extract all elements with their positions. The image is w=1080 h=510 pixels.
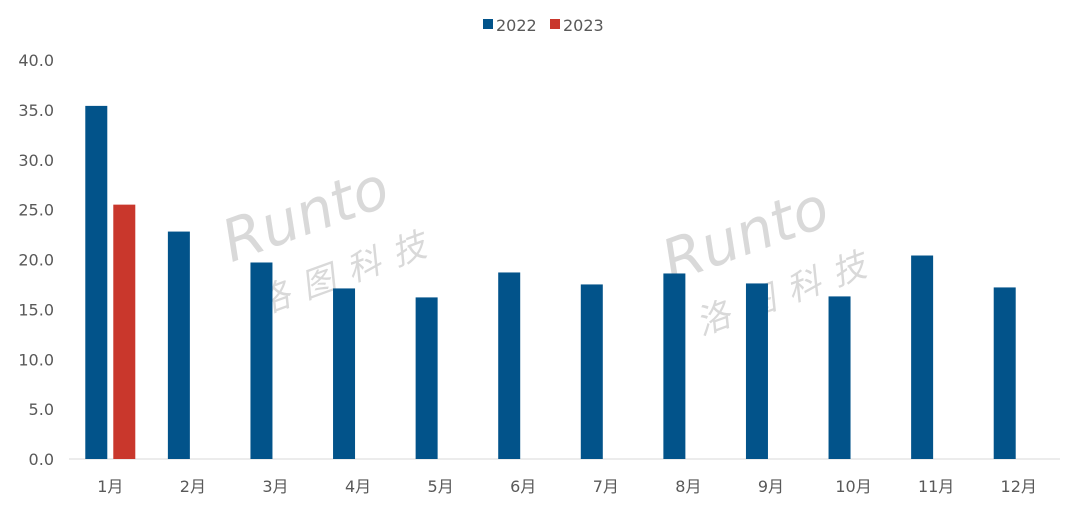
x-tick-label: 10月: [835, 477, 871, 496]
bar-2022: [498, 272, 521, 459]
y-tick-label: 10.0: [18, 350, 54, 369]
bar-2022: [745, 283, 768, 459]
bar-2023: [113, 204, 136, 459]
legend-swatch: [550, 19, 560, 29]
x-tick-label: 7月: [593, 477, 619, 496]
y-tick-label: 30.0: [18, 151, 54, 170]
x-tick-label: 8月: [675, 477, 701, 496]
x-tick-label: 12月: [1001, 477, 1037, 496]
legend-label: 2023: [563, 16, 604, 35]
bar-2022: [663, 273, 686, 459]
x-tick-label: 5月: [428, 477, 454, 496]
bar-2022: [580, 284, 603, 459]
legend-label: 2022: [496, 16, 537, 35]
y-tick-label: 35.0: [18, 101, 54, 120]
bar-2022: [250, 262, 273, 459]
bar-2022: [167, 231, 190, 459]
y-tick-label: 5.0: [29, 400, 54, 419]
bar-2022: [85, 105, 108, 459]
y-tick-label: 0.0: [29, 450, 54, 469]
bar-2022: [828, 296, 851, 459]
x-tick-label: 1月: [97, 477, 123, 496]
y-tick-label: 20.0: [18, 251, 54, 270]
y-tick-label: 40.0: [18, 51, 54, 70]
bar-2022: [993, 287, 1016, 459]
bar-2022: [415, 297, 438, 459]
x-tick-label: 11月: [918, 477, 954, 496]
x-tick-label: 4月: [345, 477, 371, 496]
x-tick-label: 6月: [510, 477, 536, 496]
x-tick-label: 2月: [180, 477, 206, 496]
x-tick-label: 3月: [262, 477, 288, 496]
x-tick-label: 9月: [758, 477, 784, 496]
bar-2022: [333, 288, 356, 459]
legend-swatch: [483, 19, 493, 29]
y-tick-label: 25.0: [18, 201, 54, 220]
bar-2022: [911, 255, 934, 459]
y-tick-label: 15.0: [18, 300, 54, 319]
